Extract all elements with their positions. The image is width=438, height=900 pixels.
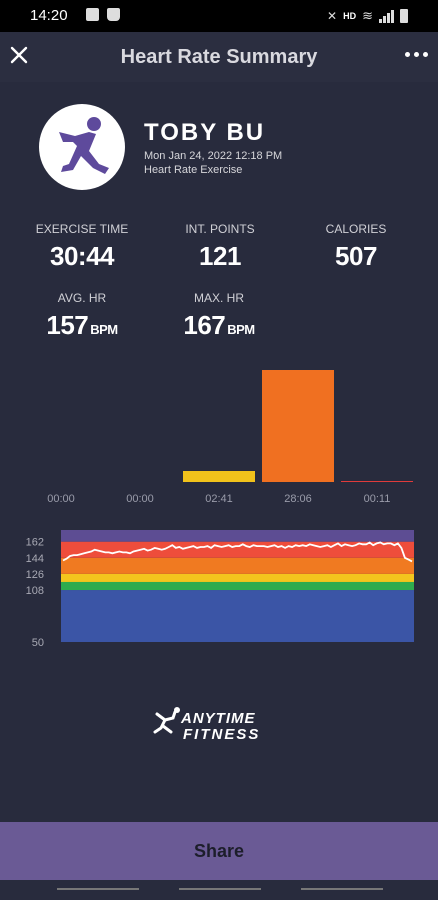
running-man-logo [59,117,109,174]
avg-hr-unit: BPM [90,322,118,337]
hr-axis-tick: 144 [26,553,44,565]
heart-rate-chart: 162 144 126 108 50 [26,530,414,649]
signal-icon [379,9,394,23]
member-name: TOBY BU [144,119,266,146]
close-icon[interactable] [8,44,30,66]
wifi-icon: ≋ [362,8,373,23]
app-bar: Heart Rate Summary [0,32,438,82]
calories-stat: CALORIES 507 [306,222,406,272]
zone-bar-label: 00:11 [363,493,391,505]
gallery-icon [86,8,99,21]
bag-icon [107,8,120,21]
exercise-time-label: EXERCISE TIME [35,222,129,236]
exercise-time-value: 30:44 [50,241,115,271]
max-hr-stat: MAX. HR 167 BPM [169,291,269,341]
avg-hr-value: 157 [46,310,89,340]
max-hr-value: 167 [183,310,226,340]
max-hr-unit: BPM [227,322,255,337]
zone-bar [262,370,334,482]
hr-axis-tick: 50 [32,637,44,649]
status-bar: 14:20 ✕ HD ≋ [0,0,438,32]
svg-text:FITNESS: FITNESS [183,726,260,742]
int-points-value: 121 [199,241,241,271]
clock: 14:20 [30,7,68,24]
hr-zone-band [61,530,414,542]
int-points-stat: INT. POINTS 121 [168,222,272,272]
avg-hr-stat: AVG. HR 157 BPM [32,291,132,341]
avg-hr-label: AVG. HR [57,291,107,305]
hr-zone-band [61,581,414,591]
zone-bar [341,481,413,482]
hr-zone-band [61,573,414,582]
mute-icon: ✕ [327,9,338,23]
hr-axis-tick: 126 [26,569,44,581]
battery-icon [400,9,408,23]
int-points-label: INT. POINTS [185,222,255,236]
zone-bar [183,471,255,482]
zone-bar-label: 00:00 [47,493,75,505]
exercise-time-stat: EXERCISE TIME 30:44 [22,222,142,272]
calories-value: 507 [335,241,377,271]
hr-zone-band [61,557,414,574]
anytime-fitness-logo: ANYTIME FITNESS [153,707,260,742]
nav-bar-center [179,888,261,890]
hr-zone-band [61,590,414,642]
zone-bar-label: 02:41 [205,493,233,505]
workout-type: Heart Rate Exercise [144,164,243,176]
hr-axis-tick: 108 [26,585,44,597]
zone-bar-label: 00:00 [126,493,154,505]
network-label: HD [343,11,357,21]
more-options-icon[interactable] [405,52,428,57]
calories-label: CALORIES [325,222,387,236]
max-hr-label: MAX. HR [193,291,244,305]
zone-bar-label: 28:06 [284,493,312,505]
page-title: Heart Rate Summary [120,46,318,68]
svg-text:ANYTIME: ANYTIME [180,710,256,727]
hr-axis-tick: 162 [26,537,44,549]
nav-bar-right [301,888,383,890]
avatar [39,104,125,190]
heart-rate-line [62,541,413,563]
nav-bar-left [57,888,139,890]
share-button-label: Share [193,840,245,861]
workout-date: Mon Jan 24, 2022 12:18 PM [144,150,283,162]
share-button[interactable]: Share [0,822,438,880]
